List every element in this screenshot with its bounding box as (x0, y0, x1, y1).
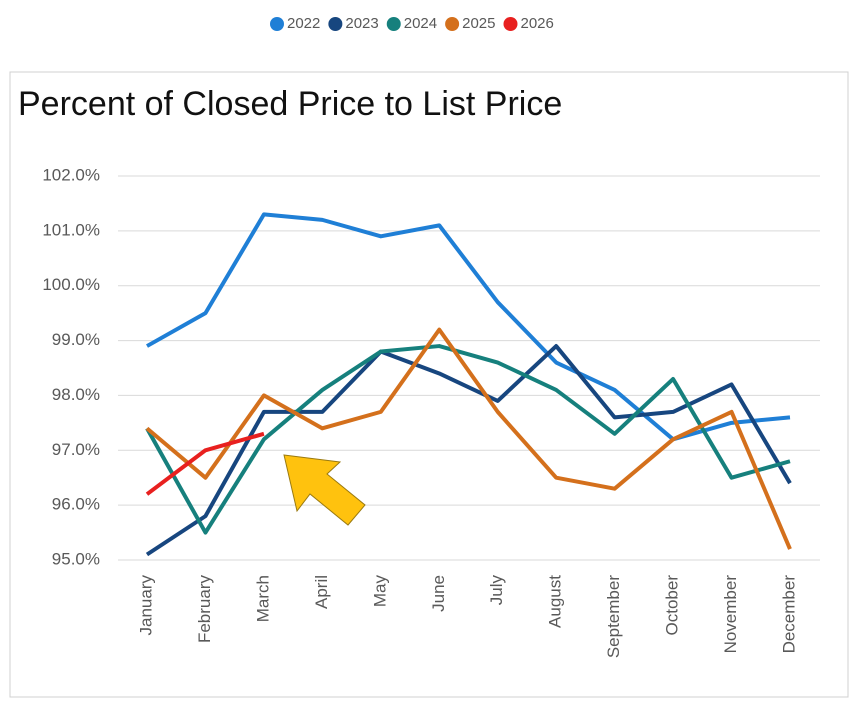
x-tick-label: December (779, 575, 798, 654)
x-tick-label: June (429, 575, 448, 612)
x-tick-label: July (487, 575, 506, 606)
legend-label: 2023 (345, 15, 378, 32)
legend-marker (445, 17, 460, 31)
series-line (145, 431, 265, 496)
y-tick-label: 97.0% (52, 440, 100, 459)
y-tick-label: 96.0% (52, 495, 100, 514)
series-line (145, 344, 791, 535)
y-tick-label: 99.0% (52, 330, 100, 349)
x-tick-label: September (604, 575, 623, 658)
x-tick-label: October (663, 575, 682, 636)
legend-marker (503, 17, 518, 31)
legend-label: 2024 (404, 15, 437, 32)
arrow (283, 454, 366, 526)
x-tick-label: April (312, 575, 331, 609)
legend-marker (386, 17, 401, 31)
legend-marker (328, 17, 343, 31)
y-tick-label: 100.0% (42, 275, 100, 294)
series-line (145, 344, 792, 557)
x-tick-label: November (721, 575, 740, 654)
series-line (145, 327, 792, 550)
chart-title: Percent of Closed Price to List Price (18, 85, 562, 123)
legend-label: 2026 (521, 15, 554, 32)
legend-label: 2025 (462, 15, 495, 32)
x-tick-label: May (370, 575, 389, 608)
x-tick-label: February (195, 575, 214, 644)
y-tick-label: 102.0% (42, 165, 100, 184)
legend-marker (270, 17, 284, 31)
y-tick-label: 95.0% (52, 549, 100, 568)
legend-label: 2022 (287, 15, 320, 32)
x-tick-label: August (546, 575, 565, 628)
y-tick-label: 98.0% (52, 385, 100, 404)
x-tick-label: March (253, 575, 272, 622)
y-tick-label: 101.0% (42, 220, 100, 239)
x-tick-label: January (136, 575, 155, 636)
